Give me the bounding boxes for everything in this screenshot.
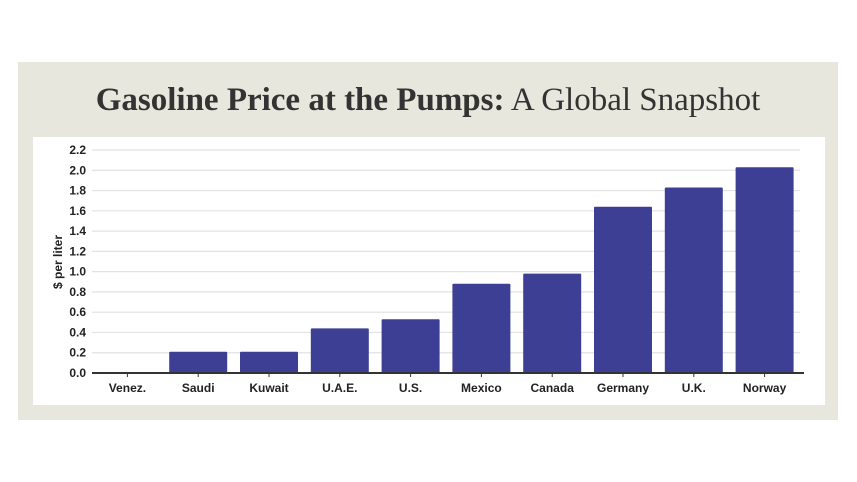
bar-canada — [523, 273, 582, 373]
x-tick-label: Kuwait — [249, 381, 288, 395]
bar-saudi — [169, 351, 228, 373]
y-tick-label: 0.8 — [69, 285, 86, 299]
x-tick-label: Venez. — [109, 381, 146, 395]
bar-uae — [310, 328, 369, 373]
x-tick-label: Norway — [743, 381, 787, 395]
y-tick-label: 1.0 — [69, 265, 86, 279]
chart-title: Gasoline Price at the Pumps: A Global Sn… — [18, 82, 838, 119]
x-tick-label: Germany — [597, 381, 649, 395]
title-rest: A Global Snapshot — [504, 82, 761, 118]
bar-uk — [664, 187, 723, 373]
x-tick-label: U.S. — [399, 381, 422, 395]
x-tick-label: U.K. — [682, 381, 706, 395]
title-bold: Gasoline Price at the Pumps: — [95, 82, 505, 118]
x-tick-label: Saudi — [182, 381, 215, 395]
y-tick-label: 0.4 — [69, 325, 86, 339]
bar-germany — [594, 206, 652, 373]
x-tick-label: Mexico — [461, 381, 502, 395]
y-axis-label: $ per liter — [51, 235, 65, 289]
y-tick-label: 2.0 — [69, 163, 86, 177]
y-tick-label: 1.4 — [69, 224, 86, 238]
bar-mexico — [452, 283, 511, 373]
y-tick-label: 1.6 — [69, 204, 86, 218]
x-tick-label: U.A.E. — [322, 381, 357, 395]
y-tick-label: 1.2 — [69, 244, 86, 258]
x-tick-label: Canada — [531, 381, 575, 395]
y-tick-label: 0.2 — [69, 346, 86, 360]
y-tick-label: 0.0 — [69, 366, 86, 380]
bar-kuwait — [240, 351, 298, 373]
bar-norway — [735, 167, 794, 373]
bar-us — [381, 319, 440, 373]
y-tick-label: 1.8 — [69, 184, 86, 198]
y-tick-label: 0.6 — [69, 305, 86, 319]
y-tick-label: 2.2 — [69, 143, 86, 157]
